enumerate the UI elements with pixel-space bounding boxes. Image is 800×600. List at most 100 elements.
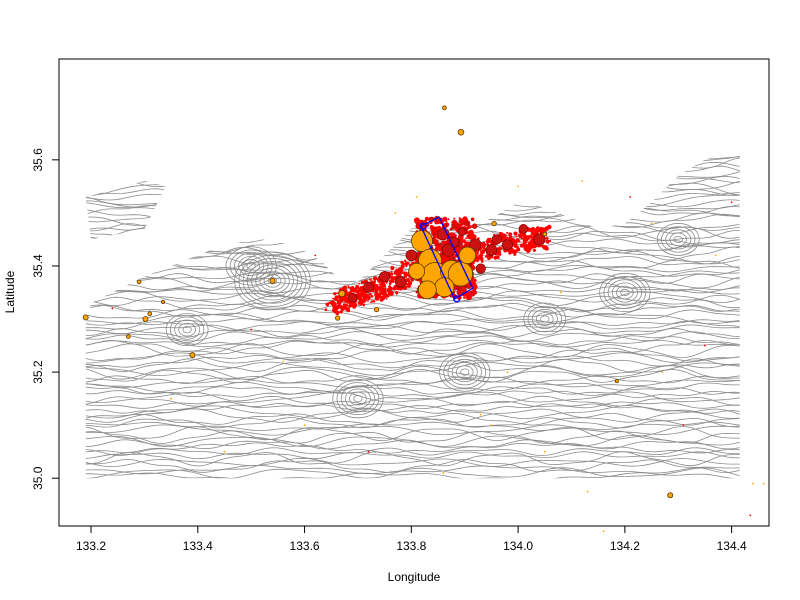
contour-line (85, 302, 740, 313)
contour-ring (255, 267, 290, 295)
contour-ring (263, 274, 282, 288)
event-point (336, 306, 339, 310)
contour-line (85, 439, 740, 450)
event-point (390, 272, 394, 276)
event-point-medium (379, 271, 391, 282)
event-point (324, 308, 328, 312)
event-point-outlying (491, 220, 497, 227)
event-point (366, 295, 368, 298)
event-point (422, 220, 425, 223)
event-point (518, 249, 521, 252)
event-point (399, 288, 403, 291)
contour-line (85, 339, 740, 348)
event-point (390, 266, 395, 270)
contour-line (85, 375, 740, 385)
event-point-large (458, 246, 477, 265)
event-point-outlying (335, 315, 341, 321)
contour-ring (523, 302, 567, 336)
event-point (526, 235, 531, 240)
event-point (401, 263, 404, 266)
contour-ring (225, 246, 277, 286)
event-point (530, 227, 536, 232)
event-point (453, 217, 456, 220)
event-point-medium (469, 238, 482, 251)
event-point (363, 296, 366, 299)
x-axis: 133.2 133.4 133.6 133.8 134.0 134.2 134.4 (76, 525, 747, 553)
event-point-medium (485, 244, 498, 256)
event-point (545, 236, 549, 240)
x-tick-label: 134.0 (503, 539, 533, 553)
event-point (385, 297, 388, 300)
fault-corner-marker (453, 295, 461, 303)
contour-line (85, 472, 740, 479)
event-point (432, 239, 439, 245)
event-point (407, 281, 413, 286)
event-point (391, 279, 394, 282)
event-point (704, 344, 706, 347)
event-point (481, 245, 486, 249)
event-point (541, 244, 546, 249)
event-point (380, 295, 385, 301)
event-point (357, 290, 360, 294)
event-point (534, 228, 537, 231)
event-point-outlying (667, 492, 674, 499)
contour-line (85, 390, 740, 398)
contour-line (85, 451, 740, 467)
contour-ring (531, 309, 558, 330)
event-point-outlying (614, 379, 619, 384)
event-point (374, 296, 380, 301)
event-point (499, 247, 503, 251)
event-point-outlying (542, 231, 548, 237)
event-point (400, 260, 404, 264)
event-point-outlying (147, 311, 153, 317)
event-point (581, 180, 584, 182)
contour-line (85, 424, 740, 436)
event-point (513, 231, 518, 236)
x-tick-label: 134.2 (610, 539, 640, 553)
event-point (496, 255, 500, 259)
contour-line (85, 365, 740, 380)
contour-ring (165, 313, 209, 347)
event-point (472, 278, 477, 283)
event-point (340, 306, 345, 311)
y-tick-label: 35.6 (31, 148, 45, 172)
contour-line (85, 354, 740, 369)
event-point-large (417, 280, 437, 300)
event-point (376, 293, 380, 296)
event-point (395, 293, 398, 295)
event-point (752, 482, 754, 485)
event-point-outlying (142, 316, 149, 322)
event-point-large (434, 277, 455, 298)
event-point (451, 224, 458, 230)
x-tick-label: 133.2 (76, 539, 106, 553)
contour-ring (540, 315, 550, 323)
contour-ring (238, 255, 265, 276)
contour-line (85, 426, 740, 442)
event-point (342, 285, 347, 290)
event-point (559, 291, 562, 294)
contour-line (85, 451, 740, 460)
event-point (629, 196, 632, 198)
event-point (370, 293, 372, 296)
event-point-medium (475, 263, 486, 274)
event-point (333, 292, 337, 296)
contour-ring (178, 322, 196, 337)
contour-line (85, 434, 740, 447)
event-point (513, 243, 516, 246)
event-point (479, 413, 482, 416)
event-point (111, 307, 114, 310)
contour-ring (611, 282, 638, 303)
event-point (223, 450, 226, 453)
event-point (532, 248, 537, 252)
earthquake-events (82, 105, 765, 533)
event-point-medium (394, 276, 407, 288)
contour-ring (673, 235, 683, 244)
event-point-outlying (161, 300, 166, 305)
event-point (521, 237, 523, 239)
event-point (476, 252, 479, 255)
event-point (336, 292, 338, 295)
event-point (349, 290, 353, 293)
event-point (404, 259, 407, 262)
event-point (335, 310, 340, 316)
event-point (437, 247, 443, 252)
